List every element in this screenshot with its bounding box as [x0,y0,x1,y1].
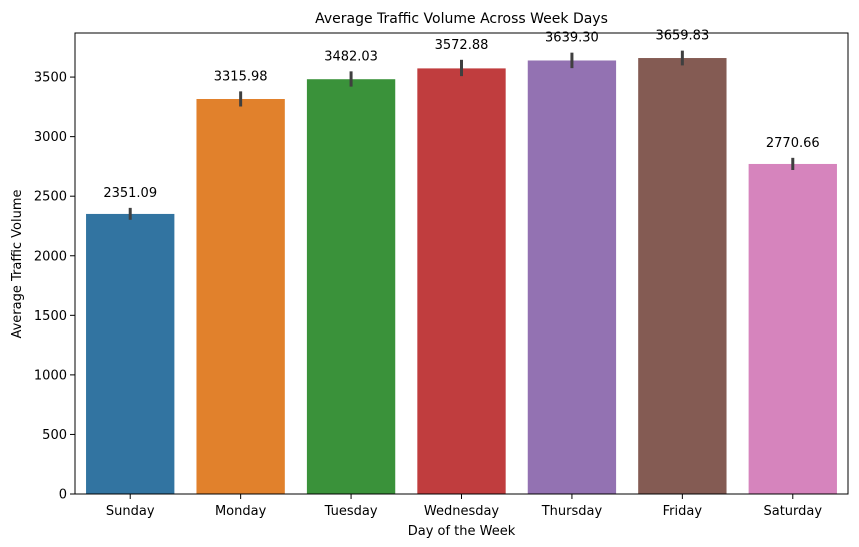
bar-friday [638,58,727,494]
data-label-monday: 3315.98 [214,69,268,84]
y-tick-label: 2500 [34,190,67,205]
y-axis-label: Average Traffic Volume [10,189,25,338]
bar-tuesday [306,79,396,494]
y-tick-label: 2000 [34,249,67,264]
x-tick-label-monday: Monday [215,504,267,519]
data-label-thursday: 3639.30 [545,31,599,46]
x-tick-label-sunday: Sunday [106,504,155,519]
x-tick-label-saturday: Saturday [763,504,822,519]
y-tick-label: 1500 [34,309,67,324]
x-tick-label-thursday: Thursday [541,504,603,519]
x-tick-label-tuesday: Tuesday [324,504,378,519]
x-axis-label: Day of the Week [408,524,516,539]
y-tick-label: 500 [42,428,67,443]
bar-thursday [527,60,617,494]
x-tick-label-friday: Friday [663,504,703,519]
y-tick-label: 3500 [34,71,67,86]
data-label-friday: 3659.83 [655,29,709,44]
data-label-tuesday: 3482.03 [324,49,378,64]
chart-title: Average Traffic Volume Across Week Days [315,11,608,27]
plot-frame [74,32,849,495]
axes-layer: Sunday Monday Tuesday Wednesday Thursday Frid… [34,32,849,519]
y-tick-label: 0 [59,488,67,503]
data-label-saturday: 2770.66 [766,136,820,151]
y-tick-label: 3000 [34,130,67,145]
bar-sunday [86,213,175,494]
data-label-wednesday: 3572.88 [435,38,489,53]
bar-wednesday [417,68,506,494]
bars-layer: 2351.09 3315.98 3482.03 3572.88 3639.30 3659.… [86,29,837,495]
bar-saturday [748,163,837,495]
y-tick-label: 1000 [34,368,67,383]
x-tick-label-wednesday: Wednesday [424,504,500,519]
bar-monday [196,98,285,494]
data-label-sunday: 2351.09 [103,186,157,201]
